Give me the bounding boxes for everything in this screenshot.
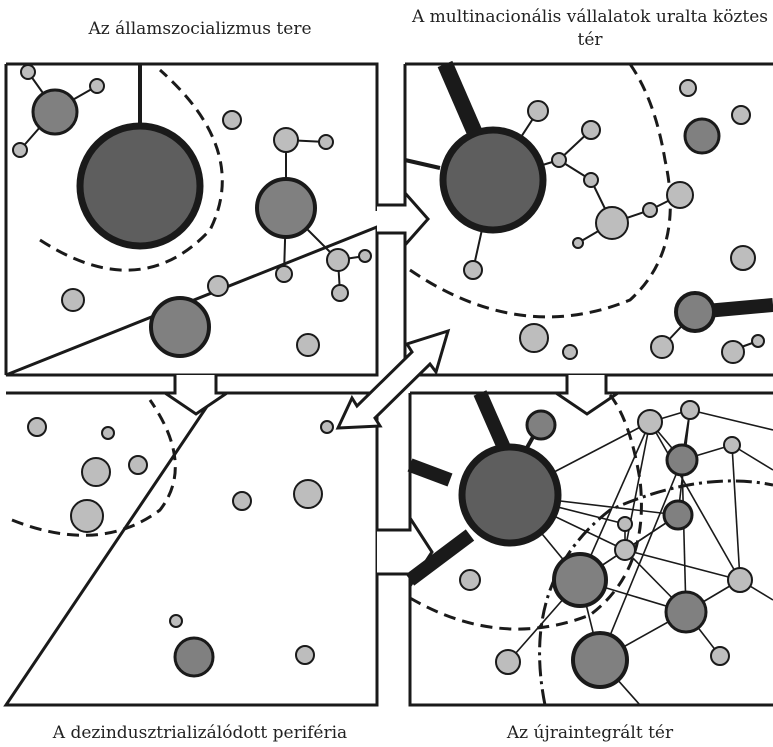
tr-node [583,172,599,188]
tl-node [222,110,242,130]
tr-node [666,181,694,209]
br-node [525,409,557,441]
tr-node [721,340,745,364]
br-dash-dot-boundary [538,479,773,706]
tl-node [31,88,79,136]
arrow-down-right [551,375,623,416]
br-node [617,516,633,532]
tl-node [331,284,349,302]
bl-dashed-boundary [11,399,177,537]
br-node [710,646,730,666]
tr-dashed-boundary [409,63,672,319]
caption-deindustrialized-periphery: A dezindusztrializálódott periféria [52,723,348,743]
tr-node [463,260,483,280]
br-node [459,569,481,591]
panel-bottom-left [3,391,379,707]
tl-node [61,288,85,312]
br-node [614,539,636,561]
arrow-right-top [377,189,431,249]
tl-node [273,127,299,153]
br-node [680,400,700,420]
br-node [723,436,741,454]
tr-node [674,291,716,333]
tr-node [679,79,697,97]
br-node [662,499,694,531]
tl-node [149,296,211,358]
br-hub-node [458,443,562,547]
tl-node [12,142,28,158]
panel-bottom-right [408,391,773,707]
tl-node [318,134,334,150]
tl-node [326,248,350,272]
caption-state-socialism-space: Az államszocializmus tere [88,19,312,39]
tr-node [642,202,658,218]
br-node [664,590,708,634]
bl-node [81,457,111,487]
tl-node [358,249,372,263]
tl-node [255,177,317,239]
bl-node [128,455,148,475]
arrow-down-left [160,375,232,416]
tr-node [650,335,674,359]
tr-node [730,245,756,271]
br-node [552,552,608,608]
tr-node [595,206,629,240]
tr-content [404,60,773,364]
caption-reintegrated-space: Az újraintegrált tér [506,723,674,743]
bl-node [232,491,252,511]
bl-node [70,499,104,533]
tl-node [275,265,293,283]
caption-multinational-intermediate-space: A multinacionális vállalatok uralta közt… [411,7,769,50]
br-node [637,409,663,435]
bl-node [320,420,334,434]
bl-node [101,426,115,440]
tr-node [519,323,549,353]
br-node [495,649,521,675]
tr-node [751,334,765,348]
tr-node [572,237,584,249]
tr-hub-node [439,126,547,234]
tr-node [731,105,751,125]
bl-node [27,417,47,437]
br-node [571,631,629,689]
tl-node [89,78,105,94]
tl-node [296,333,320,357]
br-content [405,390,773,706]
tr-thick-link [437,60,486,144]
tl-node [20,64,36,80]
arrow-diagonal-bidirectional [335,328,451,430]
br-dashed-boundary [409,394,643,631]
tl-node [207,275,229,297]
br-node [665,443,699,477]
bl-content [11,399,334,678]
bl-node [173,636,215,678]
br-node [727,567,753,593]
tl-hub-node [76,122,204,250]
tl-content [12,64,372,358]
tr-node [551,152,567,168]
tl-dashed-boundary [39,68,224,272]
bl-node [169,614,183,628]
tr-node [683,117,721,155]
bl-node [293,479,323,509]
tr-node [527,100,549,122]
bl-node [295,645,315,665]
tr-node [562,344,578,360]
tr-node [581,120,601,140]
br-network-links [507,409,773,706]
